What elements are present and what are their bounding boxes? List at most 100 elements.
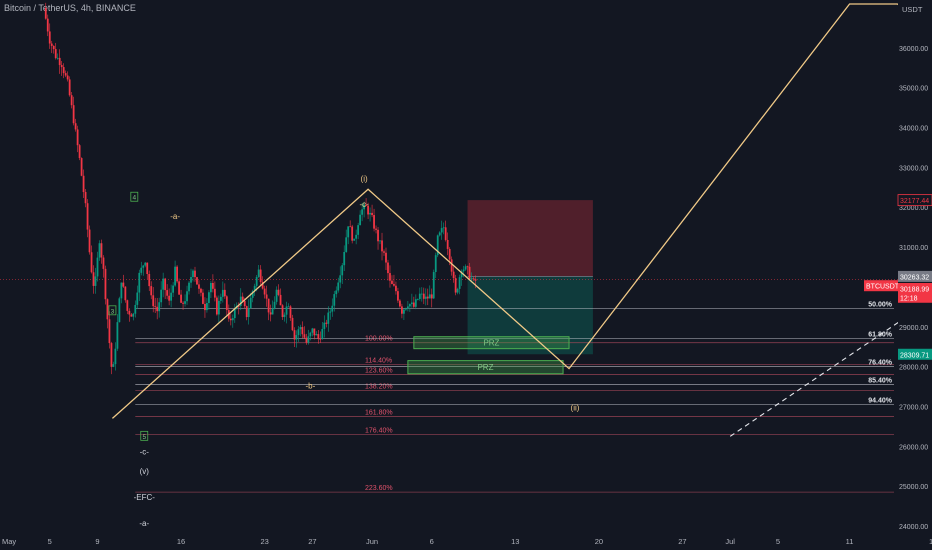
candle-body — [60, 65, 63, 68]
candle-body — [401, 306, 403, 314]
wave-box-0 — [130, 191, 139, 202]
candle-body — [202, 292, 204, 304]
candle-body — [273, 301, 276, 309]
candle-body — [68, 79, 71, 96]
candle-body — [327, 312, 330, 324]
candle-body — [229, 318, 232, 321]
candle-body — [277, 289, 280, 295]
price-label-3: 30188.99 — [898, 282, 932, 294]
candle-body — [357, 225, 360, 235]
candle-body — [253, 285, 256, 292]
candle-body — [56, 57, 59, 59]
candle-body — [446, 239, 449, 249]
candle-body — [257, 269, 260, 277]
candle-body — [188, 282, 190, 292]
candle-body — [247, 308, 250, 318]
candle-body — [144, 262, 147, 266]
price-label-text: 30263.32 — [900, 274, 929, 281]
candle-body — [383, 251, 385, 253]
candle-body — [206, 302, 208, 311]
candle-body — [190, 276, 192, 283]
candle-body — [130, 314, 133, 317]
candle-body — [462, 269, 465, 272]
candle-body — [152, 295, 155, 307]
candle-body — [468, 266, 471, 279]
candle-body — [106, 299, 109, 320]
price-label-0: 32177.44 — [897, 194, 932, 207]
candle-body — [52, 45, 55, 50]
candle-body — [168, 295, 171, 301]
candle-body — [261, 281, 264, 289]
price-label-box — [898, 282, 932, 294]
candle-body — [194, 270, 196, 278]
candle-body — [249, 297, 252, 309]
y-tick-label: 29000.00 — [899, 325, 928, 332]
candle-body — [426, 296, 429, 299]
candle-body — [440, 228, 443, 233]
candle-body — [406, 306, 409, 309]
candle-body — [217, 300, 220, 315]
candle-body — [303, 334, 306, 338]
candle-body — [245, 306, 248, 318]
wave-box-label-2: 5 — [142, 434, 146, 441]
x-tick-label-3: 16 — [177, 537, 185, 546]
candle-body — [337, 282, 340, 291]
x-tick-label-5: 27 — [308, 537, 316, 546]
candle-body — [108, 319, 111, 344]
candle-body — [96, 257, 99, 277]
wave-annotation-2: -a- — [170, 212, 180, 221]
candle-body — [122, 282, 125, 287]
candle-body — [154, 306, 157, 307]
x-tick-label-10: 27 — [678, 537, 686, 546]
candle-body — [158, 302, 161, 312]
candle-body — [46, 18, 49, 32]
candle-body — [414, 299, 417, 307]
y-tick-label: 24000.00 — [899, 524, 928, 531]
candle-body — [458, 277, 461, 289]
candle-body — [241, 296, 244, 301]
prz-label-1: PRZ — [477, 363, 493, 372]
y-axis-unit: USDT — [902, 5, 923, 14]
prz-zone-1 — [407, 360, 564, 375]
fib-label-left-2: 123.60% — [365, 368, 393, 375]
candle-body — [432, 272, 435, 299]
x-tick-label-9: 20 — [595, 537, 603, 546]
candle-body — [124, 286, 127, 301]
candle-body — [460, 271, 463, 278]
wave-annotation-4: (ii) — [571, 403, 580, 412]
candle-body — [172, 285, 175, 293]
candle-body — [341, 265, 344, 276]
candle-body — [391, 280, 393, 284]
candle-body — [355, 234, 358, 239]
x-tick-label-0: May — [2, 537, 16, 546]
candle-body — [98, 243, 101, 258]
candle-body — [381, 240, 383, 252]
fib-label-right-9: 76.40% — [868, 360, 893, 367]
y-tick-label: 33000.00 — [899, 165, 928, 172]
wave-annotation-5: -c- — [140, 447, 150, 456]
wave-annotation-7: -EFC- — [134, 493, 156, 502]
candle-body — [66, 75, 69, 80]
candle-body — [434, 255, 437, 273]
candle-body — [200, 288, 202, 293]
candle-body — [233, 308, 236, 319]
candle-body — [339, 275, 342, 283]
y-tick-label: 28000.00 — [899, 365, 928, 372]
candle-body — [450, 259, 453, 272]
price-label-box — [897, 194, 932, 207]
candle-body — [128, 310, 131, 315]
candle-body — [393, 283, 395, 286]
candle-body — [104, 268, 107, 300]
fib-label-left-3: 138.20% — [365, 384, 393, 391]
candle-body — [387, 262, 389, 274]
candle-body — [389, 273, 391, 281]
candle-body — [448, 248, 451, 260]
wave-annotation-0: (i) — [361, 174, 368, 183]
candle-body — [454, 278, 457, 293]
dashed-projection — [729, 302, 928, 437]
candle-body — [452, 271, 455, 279]
candle-body — [142, 265, 145, 268]
candle-body — [291, 317, 294, 331]
candle-body — [373, 215, 375, 229]
